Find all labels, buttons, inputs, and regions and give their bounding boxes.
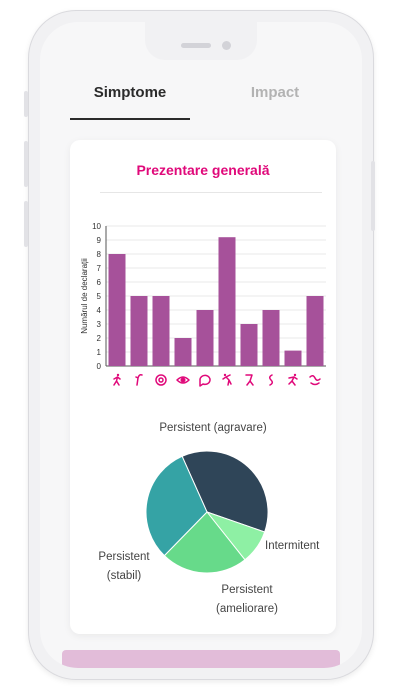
pie-label-ameliorare-line2: (ameliorare)	[216, 603, 278, 615]
y-tick-label: 3	[97, 320, 102, 329]
bar[interactable]	[174, 338, 192, 366]
pie-label-ameliorare-line1: Persistent	[221, 584, 273, 596]
pie-slice[interactable]	[181, 450, 269, 533]
pie-slice[interactable]	[163, 511, 246, 574]
wave-icon	[309, 374, 321, 386]
arm-icon	[268, 374, 274, 386]
bar[interactable]	[152, 296, 170, 366]
bar[interactable]	[262, 310, 280, 366]
pie-label-stabil-line2: (stabil)	[107, 570, 142, 582]
y-tick-label: 10	[92, 222, 101, 231]
pie-label-agravare: Persistent (agravare)	[159, 422, 267, 434]
tab-bar: Simptome Impact	[40, 82, 362, 122]
y-tick-label: 9	[97, 236, 102, 245]
notch	[145, 22, 257, 60]
walking-icon	[113, 373, 121, 386]
card-title: Prezentare generală	[136, 162, 270, 178]
bending-icon	[222, 373, 232, 386]
finger-icon	[135, 374, 143, 386]
speaker	[181, 43, 211, 48]
y-tick-label: 0	[97, 362, 102, 371]
title-divider	[100, 192, 322, 193]
bar[interactable]	[108, 254, 126, 366]
tab-simptome[interactable]: Simptome	[70, 82, 190, 120]
bar[interactable]	[218, 237, 236, 366]
speech-icon	[199, 374, 211, 387]
phone-frame: Simptome Impact Prezentare generală 0 1 2 3…	[24, 10, 375, 680]
tab-impact[interactable]: Impact	[250, 84, 300, 101]
power-button	[371, 161, 375, 231]
bar[interactable]	[196, 310, 214, 366]
bar-chart: 0 1 2 3 4 5 6 7 8 9 10 Numărul de declarații	[80, 222, 326, 387]
bar[interactable]	[306, 296, 324, 366]
eye-icon	[176, 376, 190, 384]
y-tick-label: 1	[97, 348, 102, 357]
y-tick-label: 7	[97, 264, 102, 273]
bar[interactable]	[284, 350, 302, 366]
overview-card: Prezentare generală 0 1 2 3 4 5 6 7 8 9 10 Numărul …	[70, 140, 336, 634]
y-tick-label: 2	[97, 334, 102, 343]
flower-icon	[155, 374, 167, 386]
y-tick-label: 6	[97, 278, 102, 287]
y-axis-label: Numărul de declarații	[80, 258, 89, 334]
bottom-panel	[62, 650, 340, 668]
volume-down-button	[24, 201, 28, 247]
y-tick-label: 4	[97, 306, 102, 315]
pie-chart: Persistent (agravare) Intermitent Persis…	[98, 422, 320, 615]
pie-slice[interactable]	[145, 455, 208, 557]
camera	[222, 41, 231, 50]
pie-label-intermitent: Intermitent	[265, 540, 320, 552]
y-tick-label: 8	[97, 250, 102, 259]
y-tick-label: 5	[97, 292, 102, 301]
mute-switch	[24, 91, 28, 117]
app-screen: Simptome Impact Prezentare generală 0 1 2 3…	[40, 22, 362, 668]
bar[interactable]	[130, 296, 148, 366]
bar[interactable]	[240, 324, 258, 366]
person-icon	[288, 373, 298, 386]
pie-label-stabil-line1: Persistent	[98, 551, 150, 563]
volume-up-button	[24, 141, 28, 187]
leg-icon	[245, 374, 254, 386]
